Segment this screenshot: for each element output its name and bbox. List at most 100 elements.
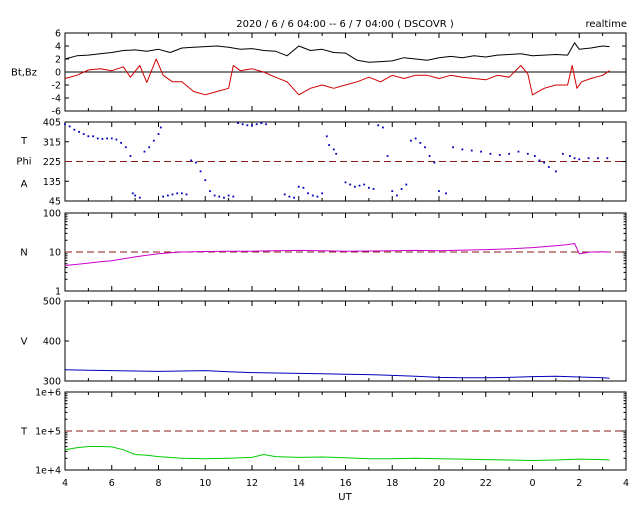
y-axis-label-phi: Phi: [16, 157, 31, 168]
data-point-phi: [508, 152, 511, 155]
y-tick-label-temperature: 1e+6: [35, 388, 61, 399]
data-point-phi: [367, 186, 370, 189]
y-tick-label-phi: 405: [43, 118, 61, 129]
data-point-phi: [480, 150, 482, 153]
data-point-phi: [143, 150, 146, 153]
data-point-phi: [332, 148, 335, 151]
data-point-phi: [190, 159, 193, 162]
data-point-phi: [597, 157, 599, 160]
x-tick-label: 2: [576, 478, 582, 489]
data-point-phi: [166, 194, 169, 197]
data-point-phi: [526, 152, 529, 155]
x-tick-label: 22: [480, 478, 492, 489]
data-point-phi: [424, 146, 426, 149]
data-point-phi: [569, 155, 571, 157]
data-point-phi: [159, 126, 162, 129]
data-point-phi: [82, 133, 85, 135]
y-tick-label-mag: -6: [52, 107, 61, 118]
data-point-phi: [157, 133, 160, 135]
data-point-phi: [64, 123, 66, 126]
realtime-label: realtime: [585, 19, 627, 30]
data-point-phi: [419, 141, 422, 144]
data-point-phi: [241, 123, 244, 126]
data-point-phi: [297, 185, 300, 188]
data-point-phi: [129, 155, 132, 157]
data-point-phi: [587, 157, 590, 160]
x-axis-label: UT: [338, 492, 352, 503]
data-point-phi: [573, 157, 576, 160]
data-point-phi: [344, 181, 347, 184]
data-point-phi: [316, 195, 319, 198]
data-point-phi: [353, 185, 356, 188]
data-point-phi: [73, 128, 76, 131]
series-line-speed-v: [64, 369, 610, 379]
data-point-phi: [251, 124, 253, 127]
y-tick-label-temperature: 1e+5: [35, 427, 61, 438]
x-tick-label: 6: [109, 478, 115, 489]
data-point-phi: [227, 194, 230, 197]
data-point-phi: [438, 190, 440, 193]
data-point-phi: [68, 125, 71, 128]
y-axis-label-phi: A: [21, 179, 28, 190]
data-point-phi: [180, 192, 183, 195]
y-tick-label-density: 10: [49, 248, 61, 259]
data-point-phi: [538, 159, 541, 162]
data-point-phi: [561, 152, 564, 155]
y-tick-label-phi: 135: [43, 177, 61, 188]
data-point-phi: [101, 137, 104, 140]
data-point-phi: [302, 186, 305, 189]
y-axis-label-mag: Bt,Bz: [11, 68, 37, 79]
y-tick-label-phi: 315: [43, 137, 61, 148]
data-point-phi: [489, 152, 492, 155]
data-point-phi: [400, 188, 403, 190]
data-point-phi: [131, 192, 134, 195]
y-tick-label-mag: 6: [55, 29, 61, 40]
y-tick-label-density: 1: [55, 287, 61, 298]
data-point-phi: [410, 139, 412, 142]
y-axis-label-speed: V: [21, 337, 28, 348]
data-point-phi: [124, 146, 127, 149]
data-point-phi: [213, 194, 216, 197]
data-point-phi: [115, 138, 118, 141]
data-point-phi: [328, 144, 331, 146]
data-point-phi: [396, 194, 398, 197]
data-point-phi: [543, 161, 546, 164]
data-point-phi: [209, 190, 211, 193]
series-line-temperature-t: [64, 446, 610, 461]
data-point-phi: [260, 122, 263, 124]
x-tick-label: 12: [246, 478, 258, 489]
data-point-phi: [255, 123, 258, 126]
data-point-phi: [283, 193, 286, 196]
data-point-phi: [78, 130, 80, 133]
x-tick-label: 14: [293, 478, 305, 489]
series-line-density-n: [64, 243, 610, 266]
data-point-phi: [547, 166, 550, 168]
y-tick-label-mag: -4: [52, 94, 61, 105]
y-tick-label-mag: 2: [55, 55, 61, 66]
x-tick-label: 16: [339, 478, 351, 489]
data-point-phi: [152, 139, 155, 142]
y-axis-label-phi: T: [20, 136, 28, 147]
x-tick-label: 18: [386, 478, 398, 489]
data-point-phi: [246, 124, 249, 127]
data-point-phi: [405, 183, 408, 186]
data-point-phi: [606, 157, 609, 160]
data-point-phi: [321, 192, 324, 195]
data-point-phi: [377, 124, 380, 127]
y-tick-label-speed: 300: [43, 377, 61, 388]
x-tick-label: 20: [433, 478, 445, 489]
data-point-phi: [470, 149, 473, 152]
data-point-phi: [223, 196, 225, 199]
panel-frame-speed: [64, 300, 627, 382]
data-point-phi: [533, 155, 536, 157]
data-point-phi: [120, 141, 122, 144]
series-line-mag-bz: [64, 58, 610, 96]
data-point-phi: [176, 192, 179, 195]
data-point-phi: [148, 146, 151, 149]
data-point-phi: [96, 137, 99, 140]
y-tick-label-speed: 500: [43, 297, 61, 308]
y-tick-label-phi: 45: [49, 197, 61, 208]
data-point-phi: [199, 170, 202, 173]
y-tick-label-phi: 225: [43, 157, 61, 168]
